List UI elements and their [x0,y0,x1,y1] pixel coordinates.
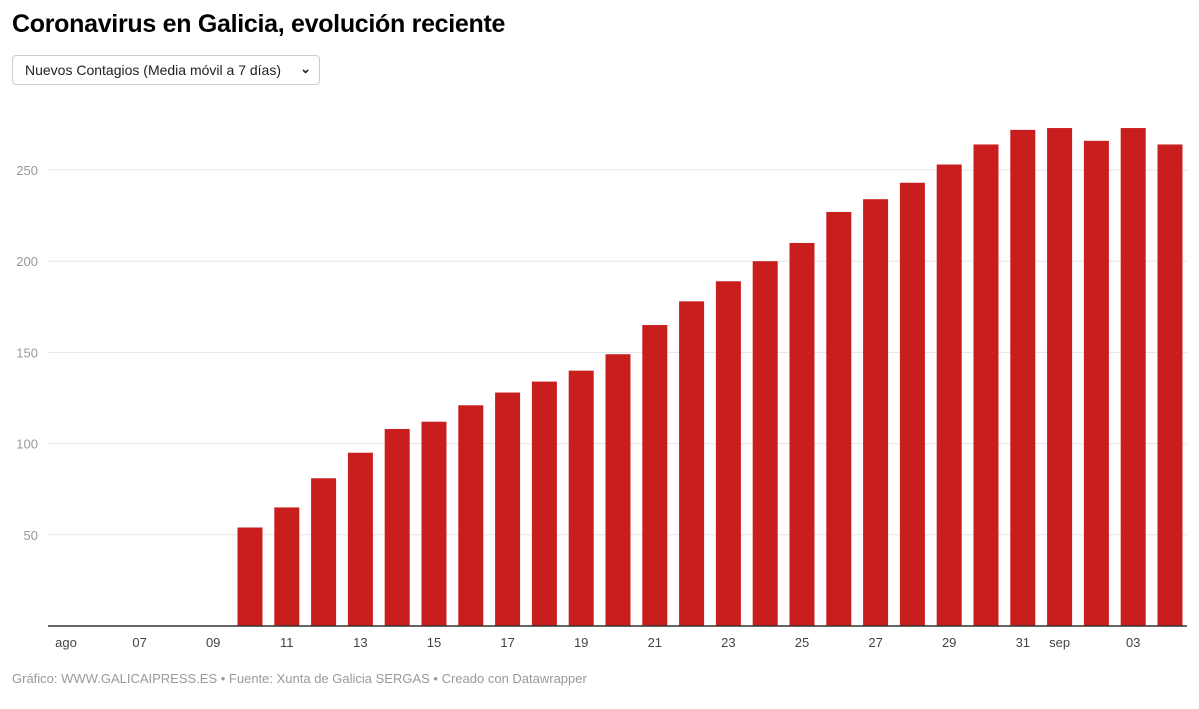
bar [421,421,447,626]
x-tick-label: 25 [795,635,809,650]
bar [1083,140,1109,627]
x-tick-label: 23 [721,635,735,650]
bar [936,164,962,626]
bar [789,242,815,626]
bar [311,478,337,626]
bar [1120,128,1146,626]
bar [237,527,263,626]
x-tick-label: 11 [280,635,294,650]
bar [642,325,668,626]
x-tick-label: 17 [500,635,514,650]
bar [1010,129,1036,626]
y-tick-label: 100 [16,437,38,452]
x-tick-label: 31 [1016,635,1030,650]
chart-footer: Gráfico: WWW.GALICAIPRESS.ES • Fuente: X… [12,671,587,686]
chevron-down-icon: ⌄ [300,61,311,76]
bar [274,507,300,626]
bar [752,261,778,626]
x-tick-label: ago [55,635,77,650]
bar [495,392,521,626]
chart-title: Coronavirus en Galicia, evolución recien… [12,10,506,38]
bar [826,211,852,626]
x-tick-label: 13 [353,635,367,650]
x-tick-label: 07 [132,635,146,650]
x-tick-label: 09 [206,635,220,650]
bar [679,301,705,626]
x-tick-label: 15 [427,635,441,650]
bar [973,144,999,627]
metric-select[interactable]: Nuevos Contagios (Media móvil a 7 días) … [12,55,320,85]
x-tick-label: 21 [648,635,662,650]
y-tick-label: 200 [16,254,38,269]
bar [605,354,631,626]
bar [531,381,557,626]
bar [1047,128,1073,626]
x-tick-label: 27 [868,635,882,650]
bar [384,429,410,626]
bar [863,199,889,626]
metric-select-value: Nuevos Contagios (Media móvil a 7 días) [25,62,282,78]
y-tick-label: 150 [16,345,38,360]
x-tick-label: 29 [942,635,956,650]
y-tick-label: 50 [24,528,38,543]
y-tick-label: 250 [16,163,38,178]
x-tick-label: 03 [1126,635,1140,650]
bar [458,405,484,626]
bar [568,370,594,626]
bar [1157,144,1183,627]
x-tick-label: 19 [574,635,588,650]
bar [347,452,373,626]
bar [715,281,741,626]
bar [899,182,925,626]
x-tick-label: sep [1049,635,1070,650]
